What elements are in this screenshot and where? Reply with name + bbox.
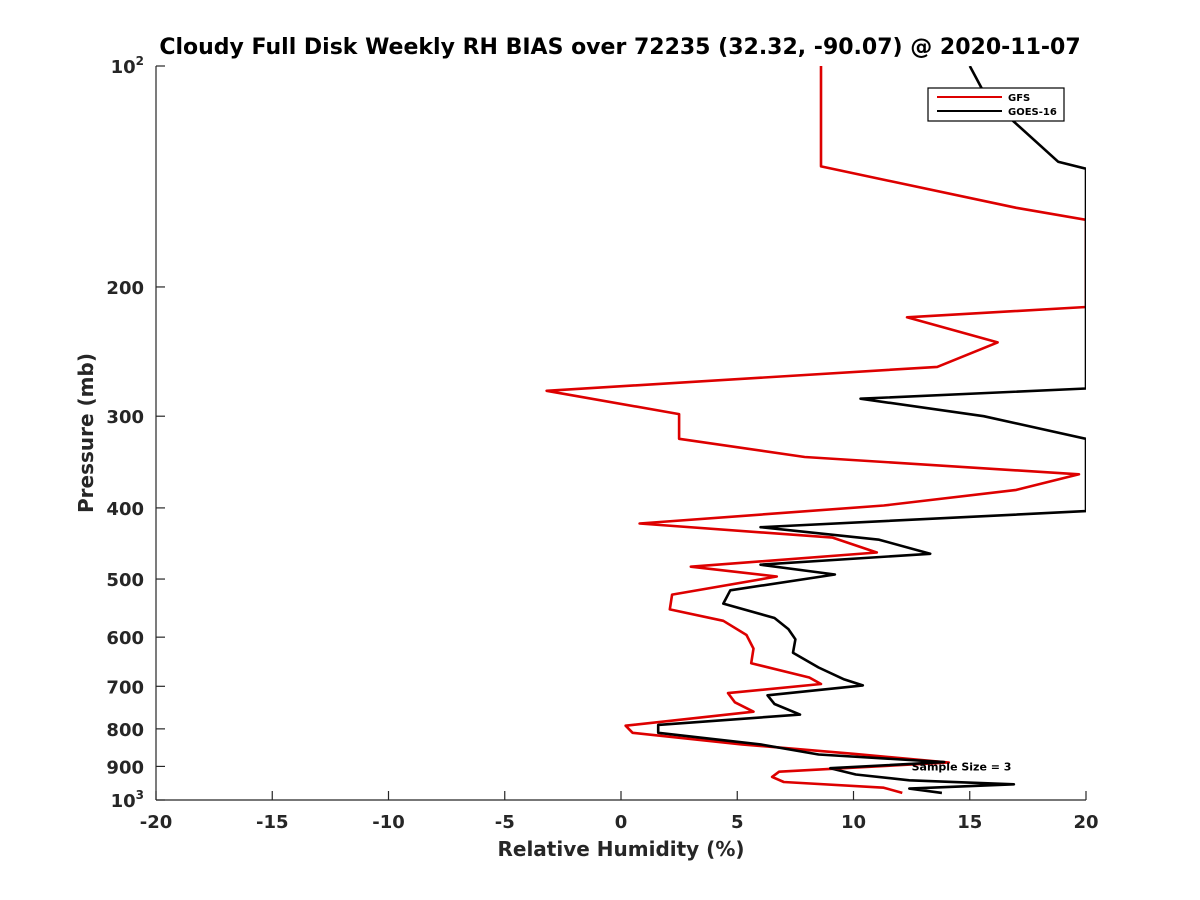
- y-axis-label: Pressure (mb): [74, 353, 98, 513]
- series-line-goes16: [656, 66, 1086, 795]
- y-tick-label: 500: [106, 570, 144, 591]
- series-layer: [545, 66, 1086, 795]
- y-tick-label: 800: [106, 720, 144, 741]
- y-tick-label: 300: [106, 407, 144, 428]
- y-tick-label: 400: [106, 499, 144, 520]
- sample-size-annotation: Sample Size = 3: [912, 760, 1012, 773]
- legend: GFS GOES-16: [927, 87, 1065, 122]
- x-tick-label: -5: [495, 812, 515, 833]
- chart-title: Cloudy Full Disk Weekly RH BIAS over 722…: [159, 35, 1080, 60]
- series-line-gfs: [545, 66, 1086, 795]
- legend-box: [927, 87, 1065, 122]
- legend-label-goes16: GOES-16: [1008, 107, 1057, 118]
- y-tick-label: 700: [106, 677, 144, 698]
- y-tick-label: 103: [111, 788, 144, 812]
- x-tick-label: 0: [615, 812, 628, 833]
- x-tick-label: 10: [841, 812, 866, 833]
- x-tick-label: 15: [957, 812, 982, 833]
- legend-label-gfs: GFS: [1008, 93, 1030, 104]
- y-axis-ticks: 102 200 300 400 500 600 700 800 900 103: [106, 54, 165, 812]
- y-tick-label: 200: [106, 278, 144, 299]
- x-axis-ticks: -20 -15 -10 -5 0 5 10 15 20: [140, 791, 1099, 833]
- x-tick-label: -20: [140, 812, 173, 833]
- x-axis-label: Relative Humidity (%): [497, 837, 744, 861]
- x-tick-label: 5: [731, 812, 744, 833]
- x-tick-label: -15: [256, 812, 289, 833]
- x-tick-label: 20: [1073, 812, 1098, 833]
- x-tick-label: -10: [372, 812, 405, 833]
- y-tick-label: 102: [111, 54, 144, 78]
- y-tick-label: 900: [106, 757, 144, 778]
- y-tick-label: 600: [106, 628, 144, 649]
- plot-area: [156, 66, 1086, 800]
